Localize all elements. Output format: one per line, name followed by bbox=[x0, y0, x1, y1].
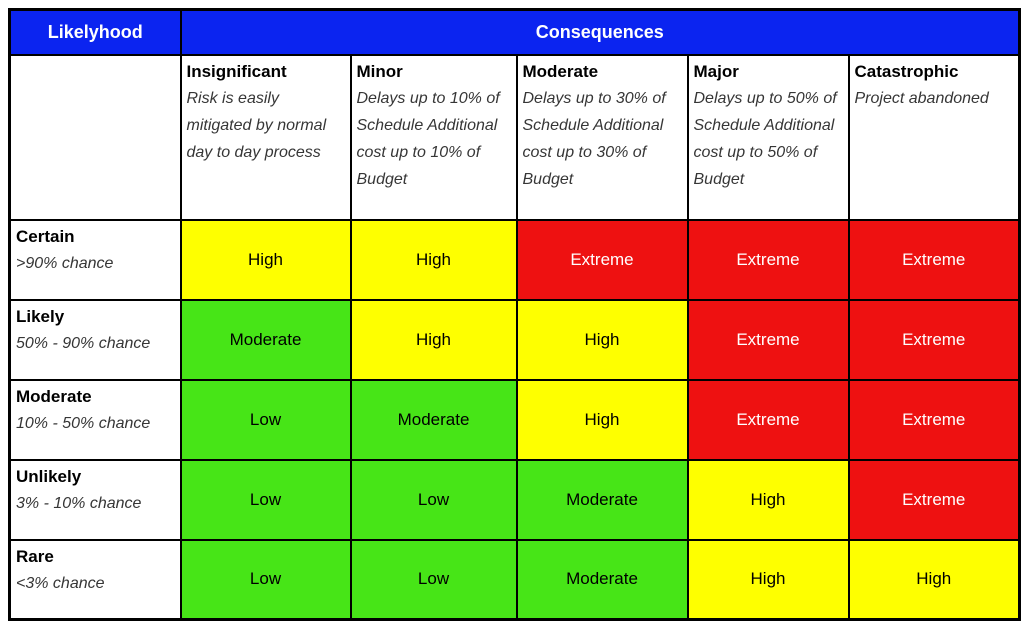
row-header-unlikely: Unlikely 3% - 10% chance bbox=[8, 458, 182, 541]
risk-cell-moderate-insignificant: Low bbox=[179, 378, 352, 461]
risk-cell-certain-insignificant: High bbox=[179, 218, 352, 301]
risk-cell-unlikely-insignificant: Low bbox=[179, 458, 352, 541]
column-name: Insignificant bbox=[186, 61, 287, 81]
row-description: 50% - 90% chance bbox=[16, 334, 151, 352]
row-header-certain: Certain >90% chance bbox=[8, 218, 182, 301]
column-header-major: Major Delays up to 50% of Schedule Addit… bbox=[686, 53, 850, 221]
row-name: Moderate bbox=[16, 386, 92, 406]
row-header-likely: Likely 50% - 90% chance bbox=[8, 298, 182, 381]
risk-cell-likely-major: Extreme bbox=[686, 298, 850, 381]
column-header-catastrophic: Catastrophic Project abandoned bbox=[847, 53, 1021, 221]
risk-cell-likely-minor: High bbox=[349, 298, 518, 381]
consequences-header: Consequences bbox=[179, 8, 1021, 56]
row-header-moderate: Moderate 10% - 50% chance bbox=[8, 378, 182, 461]
column-header-row: Insignificant Risk is easily mitigated b… bbox=[8, 53, 1021, 221]
column-header-insignificant: Insignificant Risk is easily mitigated b… bbox=[179, 53, 352, 221]
row-name: Likely bbox=[16, 306, 65, 326]
row-description: >90% chance bbox=[16, 254, 114, 272]
row-name: Certain bbox=[16, 226, 75, 246]
column-name: Minor bbox=[356, 61, 403, 81]
row-description: <3% chance bbox=[16, 574, 105, 592]
column-description: Delays up to 30% of Schedule Additional … bbox=[522, 89, 666, 188]
row-likely: Likely 50% - 90% chance Moderate High Hi… bbox=[8, 298, 1021, 381]
risk-cell-unlikely-moderate: Moderate bbox=[515, 458, 689, 541]
risk-cell-rare-moderate: Moderate bbox=[515, 538, 689, 621]
risk-cell-rare-insignificant: Low bbox=[179, 538, 352, 621]
row-name: Unlikely bbox=[16, 466, 82, 486]
risk-cell-unlikely-major: High bbox=[686, 458, 850, 541]
risk-cell-rare-major: High bbox=[686, 538, 850, 621]
risk-cell-likely-insignificant: Moderate bbox=[179, 298, 352, 381]
risk-cell-certain-catastrophic: Extreme bbox=[847, 218, 1021, 301]
column-name: Moderate bbox=[522, 61, 599, 81]
risk-cell-certain-minor: High bbox=[349, 218, 518, 301]
row-description: 10% - 50% chance bbox=[16, 414, 151, 432]
column-description: Delays up to 50% of Schedule Additional … bbox=[693, 89, 837, 188]
risk-cell-moderate-catastrophic: Extreme bbox=[847, 378, 1021, 461]
header-band-row: Likelyhood Consequences bbox=[8, 8, 1021, 56]
row-description: 3% - 10% chance bbox=[16, 494, 142, 512]
risk-cell-moderate-moderate: High bbox=[515, 378, 689, 461]
row-name: Rare bbox=[16, 546, 54, 566]
column-name: Major bbox=[693, 61, 739, 81]
likelihood-header: Likelyhood bbox=[8, 8, 182, 56]
column-description: Risk is easily mitigated by normal day t… bbox=[186, 89, 327, 161]
risk-matrix-table: Likelyhood Consequences Insignificant Ri… bbox=[8, 8, 1021, 621]
column-name: Catastrophic bbox=[854, 61, 959, 81]
risk-cell-moderate-minor: Moderate bbox=[349, 378, 518, 461]
column-header-moderate: Moderate Delays up to 30% of Schedule Ad… bbox=[515, 53, 689, 221]
risk-cell-rare-catastrophic: High bbox=[847, 538, 1021, 621]
risk-cell-certain-major: Extreme bbox=[686, 218, 850, 301]
column-header-minor: Minor Delays up to 10% of Schedule Addit… bbox=[349, 53, 518, 221]
row-certain: Certain >90% chance High High Extreme Ex… bbox=[8, 218, 1021, 301]
risk-cell-unlikely-catastrophic: Extreme bbox=[847, 458, 1021, 541]
risk-cell-certain-moderate: Extreme bbox=[515, 218, 689, 301]
row-unlikely: Unlikely 3% - 10% chance Low Low Moderat… bbox=[8, 458, 1021, 541]
risk-cell-rare-minor: Low bbox=[349, 538, 518, 621]
column-description: Delays up to 10% of Schedule Additional … bbox=[356, 89, 500, 188]
row-rare: Rare <3% chance Low Low Moderate High Hi… bbox=[8, 538, 1021, 621]
column-description: Project abandoned bbox=[854, 89, 989, 107]
risk-cell-likely-moderate: High bbox=[515, 298, 689, 381]
risk-cell-moderate-major: Extreme bbox=[686, 378, 850, 461]
row-header-rare: Rare <3% chance bbox=[8, 538, 182, 621]
row-moderate: Moderate 10% - 50% chance Low Moderate H… bbox=[8, 378, 1021, 461]
risk-cell-unlikely-minor: Low bbox=[349, 458, 518, 541]
risk-cell-likely-catastrophic: Extreme bbox=[847, 298, 1021, 381]
corner-empty-cell bbox=[8, 53, 182, 221]
